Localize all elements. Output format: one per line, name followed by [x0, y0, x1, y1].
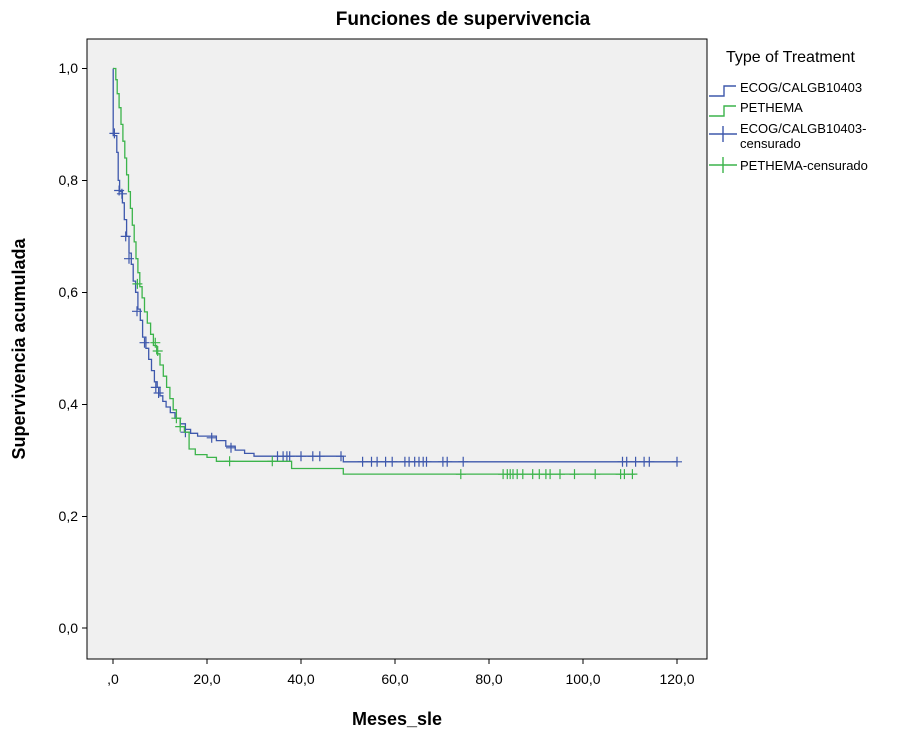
- y-tick-label: 0,6: [59, 284, 79, 300]
- censor-mark-pethema: [517, 469, 528, 480]
- y-tick-label: 0,2: [59, 508, 79, 524]
- x-tick-label: 40,0: [287, 671, 314, 687]
- y-axis-title: Supervivencia acumulada: [9, 237, 29, 459]
- legend-entry-pethema-censored: PETHEMA-censurado: [709, 157, 868, 173]
- censor-mark-ecog: [150, 382, 161, 393]
- censor-mark-pethema: [175, 421, 186, 432]
- censor-mark-pethema: [590, 469, 601, 480]
- plot-area: [86, 38, 708, 660]
- legend-entry-ecog-censored: ECOG/CALGB10403- censurado: [709, 121, 866, 151]
- censor-mark-ecog: [153, 388, 164, 398]
- x-tick-label: 20,0: [193, 671, 220, 687]
- censor-mark-ecog: [120, 231, 131, 242]
- y-tick-label: 1,0: [59, 60, 79, 76]
- legend-title: Type of Treatment: [726, 49, 856, 66]
- legend-label-ecog: ECOG/CALGB10403: [740, 80, 862, 95]
- survival-curve-pethema: [113, 67, 635, 475]
- censor-mark-ecog: [124, 253, 134, 264]
- censor-mark-pethema: [545, 469, 556, 480]
- censor-mark-pethema: [224, 456, 235, 467]
- legend-swatch-pethema-censor: [709, 157, 737, 173]
- x-tick-label: 120,0: [659, 671, 694, 687]
- censor-mark-ecog: [139, 337, 150, 348]
- censor-mark-ecog: [421, 456, 432, 467]
- censor-mark-pethema: [152, 346, 163, 356]
- legend-swatch-ecog-line: [709, 85, 736, 97]
- censor-mark-ecog: [206, 432, 217, 443]
- legend-label-pethema-censored: PETHEMA-censurado: [740, 158, 868, 173]
- legend-swatch-pethema-line: [709, 105, 736, 117]
- x-tick-label: 100,0: [565, 671, 600, 687]
- x-axis-title: Meses_sle: [352, 709, 442, 729]
- censor-mark-ecog: [116, 188, 127, 199]
- legend-swatch-ecog-censor: [709, 126, 737, 142]
- x-tick-label: 60,0: [381, 671, 408, 687]
- censor-mark-ecog: [284, 451, 295, 462]
- censor-mark-pethema: [150, 337, 161, 348]
- censor-mark-pethema: [267, 456, 278, 467]
- censor-mark-ecog: [296, 451, 306, 462]
- legend-label-ecog-censored-2: censurado: [740, 136, 801, 151]
- censor-mark-ecog: [372, 456, 383, 467]
- y-axis: 0,0 0,2 0,4 0,6 0,8 1,0: [59, 60, 87, 636]
- censor-mark-ecog: [630, 456, 641, 467]
- censor-mark-ecog: [644, 456, 655, 467]
- series-layer: [109, 67, 682, 480]
- y-tick-label: 0,0: [59, 620, 79, 636]
- censor-mark-ecog: [314, 451, 325, 462]
- censor-mark-ecog: [336, 451, 346, 462]
- censor-mark-ecog: [226, 442, 236, 453]
- censor-mark-ecog: [621, 456, 632, 467]
- censor-mark-pethema: [569, 469, 580, 480]
- chart-title: Funciones de supervivencia: [336, 9, 591, 30]
- censor-mark-pethema: [455, 469, 466, 480]
- censor-mark-ecog: [357, 456, 368, 467]
- censor-mark-ecog: [672, 456, 682, 467]
- censor-mark-ecog: [387, 456, 398, 467]
- censor-mark-pethema: [627, 469, 638, 480]
- censor-mark-ecog: [109, 128, 120, 139]
- legend-label-pethema: PETHEMA: [740, 100, 803, 115]
- x-tick-label: ,0: [107, 671, 119, 687]
- censor-mark-pethema: [132, 278, 143, 289]
- x-axis: ,0 20,0 40,0 60,0 80,0 100,0 120,0: [107, 659, 695, 687]
- censor-mark-ecog: [458, 456, 469, 467]
- censor-mark-pethema: [171, 413, 182, 424]
- x-tick-label: 80,0: [475, 671, 502, 687]
- censor-mark-ecog: [442, 456, 453, 467]
- y-tick-label: 0,4: [59, 396, 79, 412]
- legend-label-ecog-censored: ECOG/CALGB10403-: [740, 121, 866, 136]
- legend-entry-ecog: ECOG/CALGB10403: [709, 80, 862, 97]
- y-tick-label: 0,8: [59, 172, 79, 188]
- censor-mark-pethema: [555, 469, 565, 480]
- legend: Type of Treatment ECOG/CALGB10403 PETHEM…: [709, 49, 868, 173]
- censor-mark-ecog: [132, 306, 142, 317]
- legend-entry-pethema: PETHEMA: [709, 100, 803, 117]
